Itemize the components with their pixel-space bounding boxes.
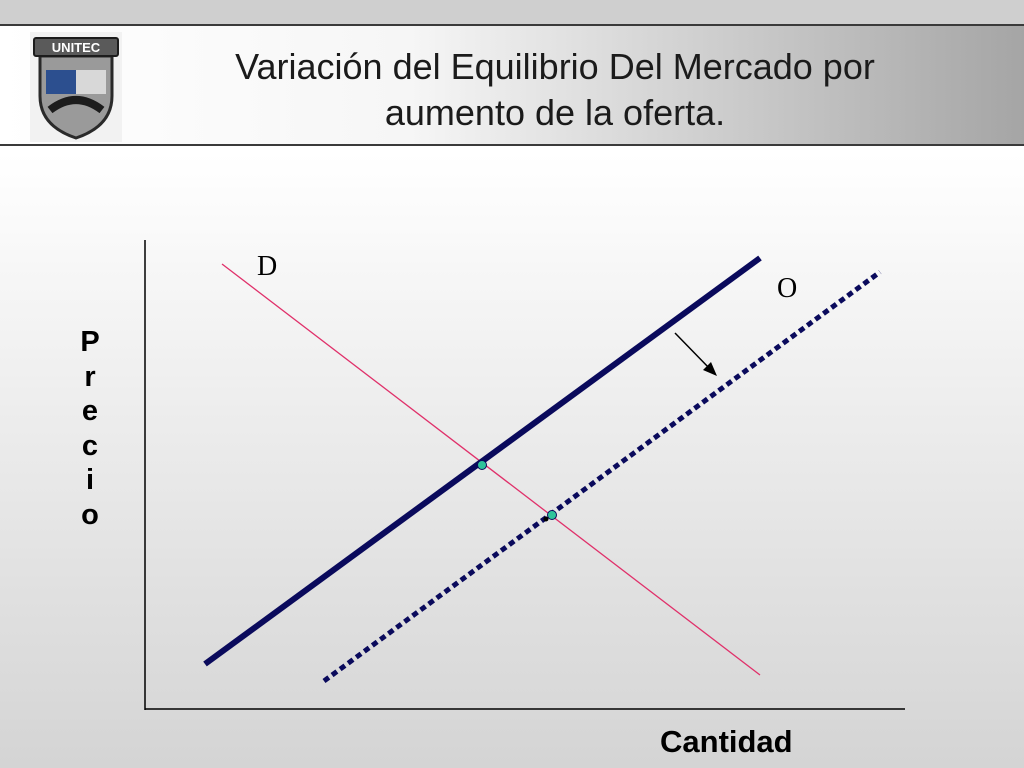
y-axis-letter: r <box>84 360 96 393</box>
equilibrium-point-new-marker <box>543 516 549 522</box>
title-line-1: Variación del Equilibrio Del Mercado por <box>235 46 875 87</box>
y-axis-letter: o <box>81 498 99 531</box>
title-line-2: aumento de la oferta. <box>384 92 726 133</box>
equilibrium-point-initial <box>477 460 487 470</box>
unitec-logo: UNITEC <box>30 32 122 142</box>
y-axis-label: P r e c i o <box>72 325 108 532</box>
logo-text: UNITEC <box>52 40 101 55</box>
demand-curve <box>221 263 761 676</box>
shift-arrow <box>674 332 712 371</box>
supply-label: O <box>777 273 798 304</box>
y-axis-letter: e <box>81 395 99 427</box>
equilibrium-point-new <box>547 510 557 520</box>
demand-label: D <box>257 251 278 282</box>
header-divider <box>0 144 1024 146</box>
slide-title: Variación del Equilibrio Del Mercado por… <box>170 44 940 136</box>
x-axis-label: Cantidad <box>660 724 793 759</box>
y-axis-letter: i <box>85 464 95 496</box>
shift-arrow-head <box>703 362 717 376</box>
top-bar <box>0 0 1024 26</box>
y-axis-letter: c <box>81 429 99 462</box>
shifted-supply-curve <box>322 269 882 684</box>
y-axis-letter: P <box>80 326 100 358</box>
